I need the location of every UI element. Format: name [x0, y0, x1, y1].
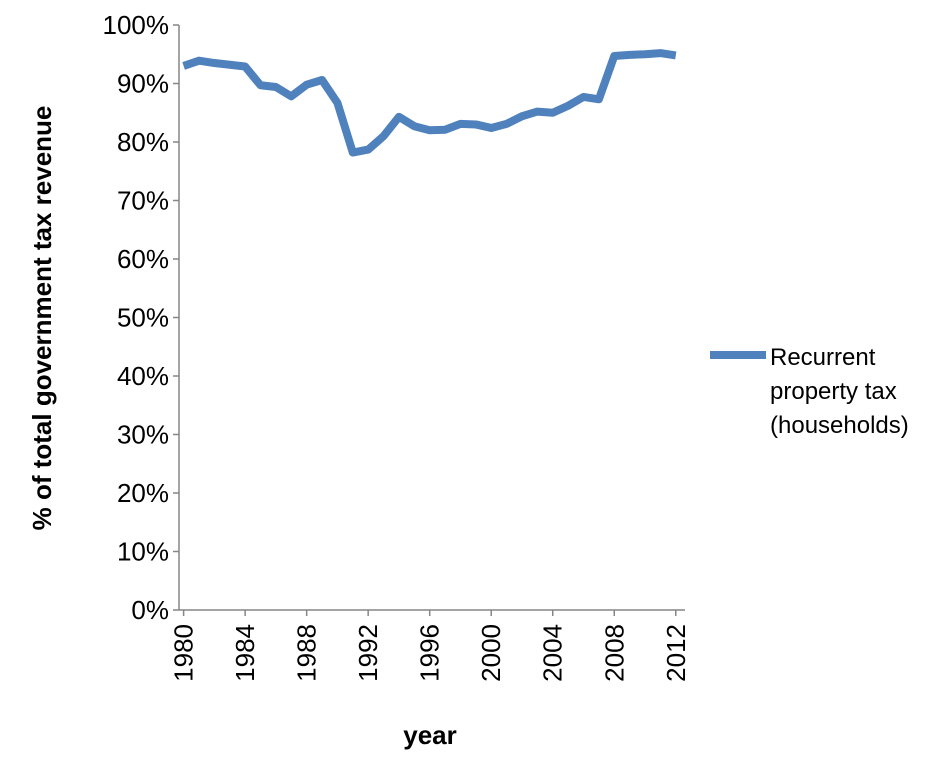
y-tick-label: 50%: [117, 303, 169, 333]
data-line: [182, 49, 677, 157]
y-tick-label: 0%: [131, 595, 169, 625]
legend-label: Recurrent property tax (households): [770, 344, 909, 439]
x-tick-label: 2008: [599, 624, 629, 682]
y-tick-label: 70%: [117, 186, 169, 216]
y-tick-label: 20%: [117, 478, 169, 508]
x-tick-label: 1992: [353, 624, 383, 682]
y-tick-label: 40%: [117, 361, 169, 391]
x-axis-title: year: [403, 720, 457, 750]
x-tick-label: 1996: [415, 624, 445, 682]
y-tick-label: 80%: [117, 127, 169, 157]
y-axis-title: % of total government tax revenue: [27, 106, 57, 531]
y-tick-label: 10%: [117, 537, 169, 567]
x-tick-label: 1988: [292, 624, 322, 682]
x-tick-label: 2004: [538, 624, 568, 682]
x-tick-label: 2000: [476, 624, 506, 682]
y-tick-label: 90%: [117, 69, 169, 99]
x-tick-label: 1984: [230, 624, 260, 682]
y-tick-label: 100%: [103, 10, 170, 40]
x-tick-label: 1980: [169, 624, 199, 682]
y-tick-label: 60%: [117, 244, 169, 274]
y-tick-label: 30%: [117, 420, 169, 450]
x-tick-label: 2012: [661, 624, 691, 682]
